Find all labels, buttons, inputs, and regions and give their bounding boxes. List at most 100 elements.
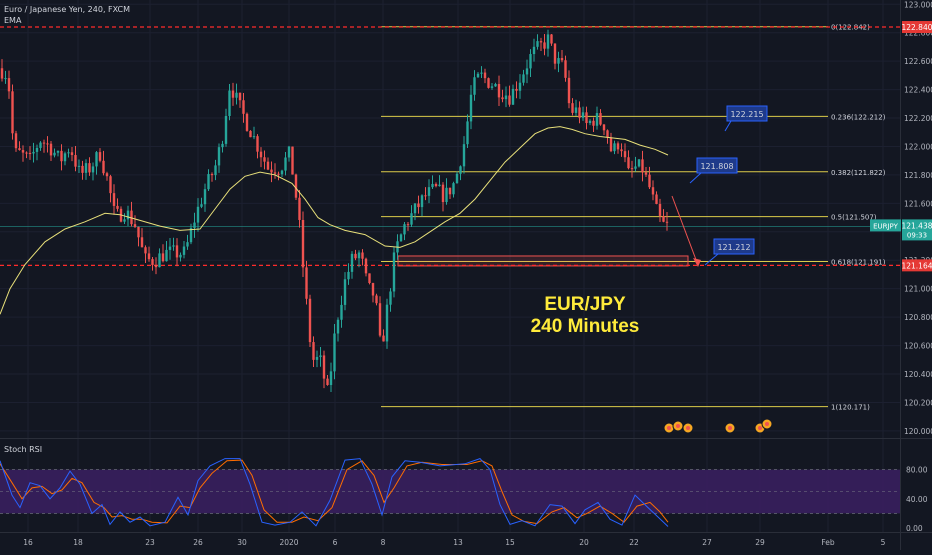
candle-body <box>613 143 616 152</box>
current-price-tag-label: 121.438 <box>901 221 932 230</box>
event-icon-dot <box>728 426 732 430</box>
candle-body <box>88 163 91 173</box>
symbol-badge-label: EURJPY <box>873 222 899 230</box>
candle-body <box>221 143 224 148</box>
event-icon-dot <box>667 426 671 430</box>
candle-body <box>126 210 130 220</box>
x-tick-label: 15 <box>505 538 515 547</box>
candle-body <box>235 92 238 98</box>
level-price-tag <box>902 21 932 34</box>
candle-body <box>168 246 172 250</box>
candle-body <box>102 160 105 174</box>
candle-body <box>308 298 312 343</box>
candle-body <box>189 227 193 243</box>
indicator-label: EMA <box>4 16 22 25</box>
candle-body <box>504 95 508 100</box>
candle-body <box>455 173 459 184</box>
candle-body <box>245 113 249 131</box>
candle-body <box>172 245 175 247</box>
candle-body <box>378 303 382 336</box>
candle-body <box>420 195 424 208</box>
candle-body <box>14 133 18 149</box>
candle-body <box>56 150 60 153</box>
candle-body <box>532 46 536 55</box>
y-tick-label: 122.200 <box>904 114 932 123</box>
level-price-tag-label: 122.840 <box>901 23 932 32</box>
candle-body <box>382 335 385 342</box>
y-tick-label: 122.600 <box>904 57 932 66</box>
candle-body <box>39 142 42 148</box>
candle-body <box>564 60 567 78</box>
candle-body <box>91 166 95 173</box>
candle-body <box>25 152 28 154</box>
candle-body <box>273 172 277 174</box>
candle-body <box>459 166 462 174</box>
candle-body <box>95 152 98 167</box>
candle-body <box>46 143 49 145</box>
callout-label: 121.212 <box>717 243 750 252</box>
arrow-head <box>693 258 701 267</box>
y-tick-label: 120.200 <box>904 398 932 407</box>
candle-body <box>305 267 308 299</box>
candle-body <box>599 113 602 125</box>
candle-body <box>438 184 441 187</box>
candle-body <box>522 74 525 83</box>
y-tick-label: 123.000 <box>904 0 932 9</box>
candle-body <box>546 34 550 49</box>
candle-body <box>515 88 518 91</box>
candle-body <box>70 152 74 156</box>
candle-body <box>634 166 637 169</box>
candle-body <box>550 34 553 44</box>
candle-body <box>291 146 294 175</box>
candle-body <box>347 271 350 280</box>
x-tick-label: 5 <box>881 538 886 547</box>
candle-body <box>74 155 77 167</box>
candle-body <box>592 120 595 126</box>
candle-body <box>511 88 515 105</box>
candle-body <box>606 130 609 138</box>
x-tick-label: 8 <box>381 538 386 547</box>
candle-body <box>406 224 410 226</box>
candle-body <box>630 168 634 170</box>
candle-body <box>585 112 588 124</box>
candle-body <box>63 153 67 162</box>
x-tick-label: 29 <box>755 538 765 547</box>
candle-body <box>494 84 497 87</box>
candle-body <box>578 107 581 118</box>
candle-body <box>238 92 242 101</box>
candle-body <box>574 107 578 113</box>
candle-body <box>567 77 571 104</box>
candle-body <box>151 259 154 265</box>
candle-body <box>651 187 655 195</box>
callout-pointer <box>724 120 732 132</box>
candle-body <box>193 222 196 228</box>
candle-body <box>266 161 270 170</box>
x-tick-label: 6 <box>333 538 338 547</box>
event-icon-dot <box>676 424 680 428</box>
candle-body <box>525 68 529 75</box>
stoch-d-line <box>0 459 669 525</box>
candle-body <box>641 159 644 173</box>
candle-body <box>7 78 11 92</box>
candle-body <box>609 137 613 152</box>
candle-body <box>476 73 480 78</box>
candle-body <box>147 253 151 260</box>
candle-body <box>214 165 217 176</box>
candle-body <box>67 152 70 154</box>
candle-body <box>77 165 81 167</box>
candle-body <box>441 184 445 203</box>
x-tick-label: 26 <box>193 538 203 547</box>
candle-body <box>207 174 210 190</box>
candle-body <box>427 187 431 196</box>
x-tick-label: 23 <box>145 538 155 547</box>
candle-body <box>371 283 375 296</box>
candle-body <box>137 226 140 238</box>
ema-line <box>0 126 669 315</box>
candle-body <box>588 120 592 124</box>
event-icon-dot <box>686 426 690 430</box>
y-tick-label: 120.000 <box>904 427 932 436</box>
candle-body <box>473 77 476 95</box>
candle-body <box>543 42 546 49</box>
